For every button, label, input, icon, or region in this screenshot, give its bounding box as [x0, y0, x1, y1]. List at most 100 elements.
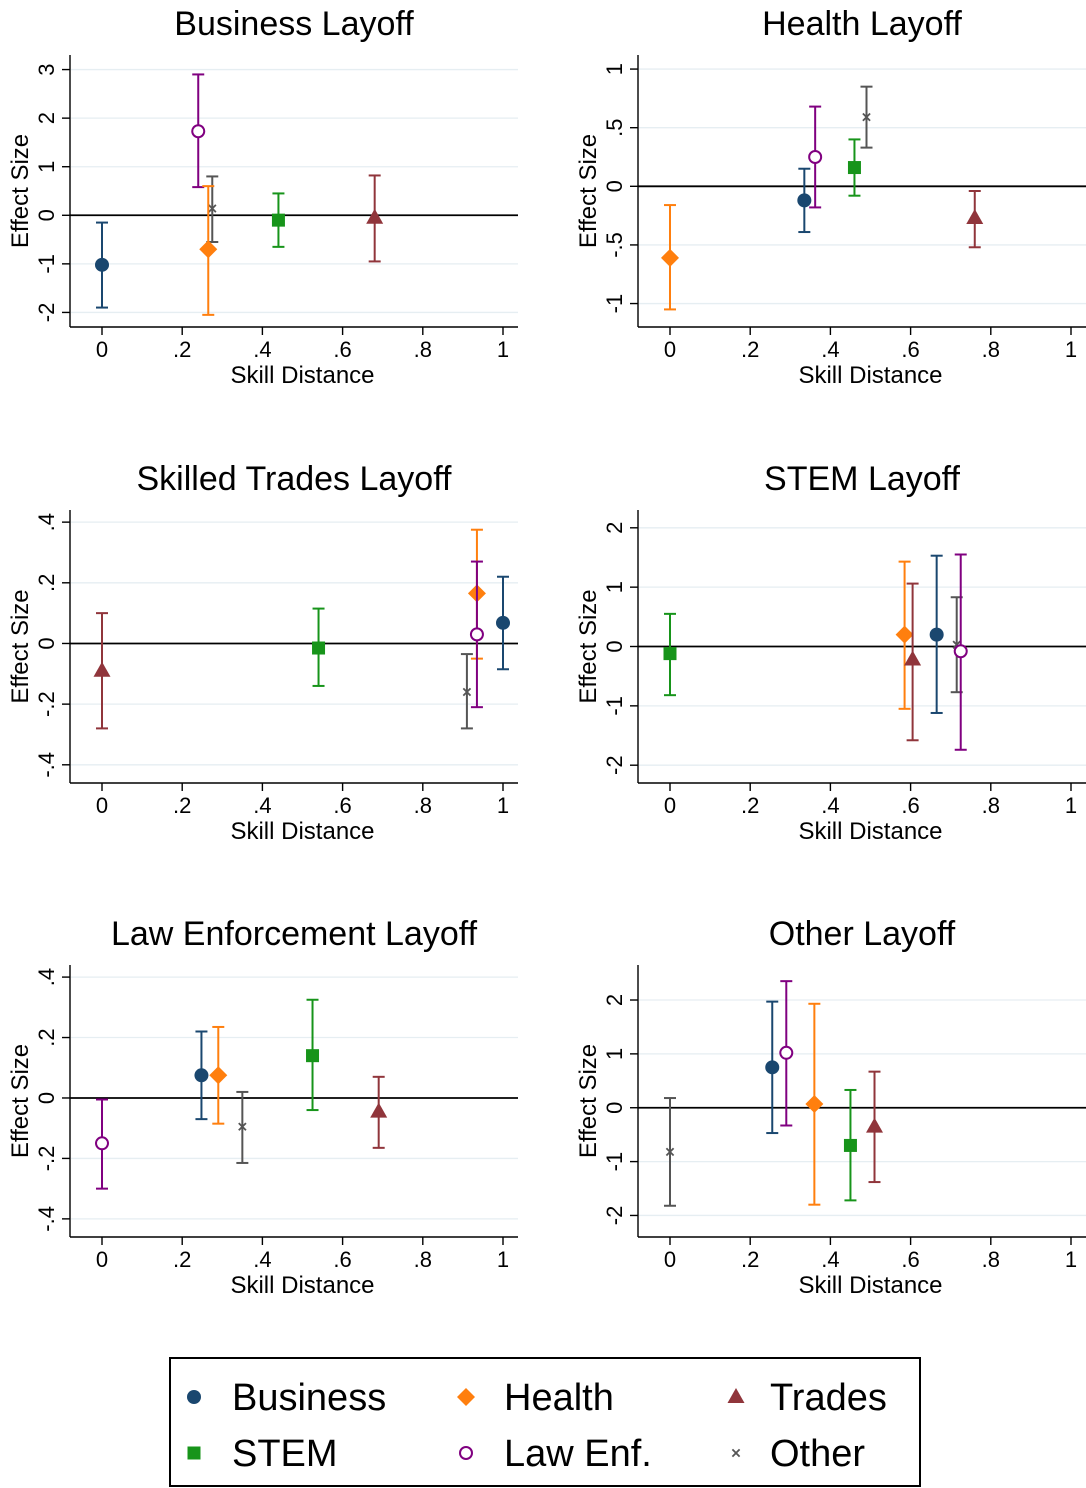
x-tick-label: .2 — [173, 1247, 191, 1272]
marker-stem — [843, 1138, 857, 1152]
chart-skilled-trades-layoff: -.4 -.2 0 .2 .4 0 .2 .4 .6 .8 1 Skilled Trades Layo… — [7, 460, 518, 845]
x-tick-label: 1 — [497, 1247, 509, 1272]
y-tick-label: 0 — [34, 1092, 59, 1104]
legend-label: Business — [232, 1377, 386, 1419]
marker-law-enf — [808, 150, 823, 164]
y-tick-label: -1 — [602, 294, 627, 314]
x-tick-label: .4 — [821, 337, 839, 362]
x-tick-label: .8 — [414, 337, 432, 362]
chart-title: Health Layoff — [762, 5, 962, 43]
x-axis-label: Skill Distance — [798, 362, 942, 389]
x-tick-label: .8 — [414, 1247, 432, 1272]
marker-other — [238, 1122, 247, 1131]
marker-law-enf — [469, 627, 484, 642]
y-tick-label: .2 — [34, 574, 59, 592]
y-tick-label: 1 — [602, 63, 627, 75]
x-tick-label: .6 — [333, 337, 351, 362]
y-tick-label: -.5 — [602, 232, 627, 258]
marker-other — [208, 204, 217, 213]
legend: Business Health Trades STEM Law Enf. Other — [169, 1357, 921, 1487]
marker-business — [797, 193, 812, 208]
point-other — [460, 653, 473, 730]
x-tick-label: .2 — [173, 337, 191, 362]
marker-trades — [866, 1117, 884, 1133]
legend-marker-law-enf — [459, 1446, 473, 1460]
point-health — [209, 1025, 228, 1125]
point-health — [199, 185, 218, 316]
point-law-enf — [779, 980, 794, 1127]
marker-stem — [306, 1049, 320, 1063]
y-tick-label: 0 — [602, 640, 627, 652]
legend-item-trades: Trades — [727, 1377, 887, 1419]
legend-item-business: Business — [187, 1377, 386, 1419]
marker-trades — [966, 208, 984, 224]
y-tick-label: -.2 — [34, 1146, 59, 1172]
y-axis-label: Effect Size — [7, 134, 34, 248]
marker-health — [661, 248, 679, 267]
point-stem — [847, 138, 861, 197]
point-law-enf — [808, 105, 823, 209]
y-tick-label: .2 — [34, 1028, 59, 1046]
marker-law-enf — [95, 1136, 109, 1151]
x-tick-label: .2 — [741, 793, 759, 818]
point-health — [805, 1002, 824, 1206]
y-tick-label: 0 — [34, 637, 59, 649]
x-axis-label: Skill Distance — [230, 818, 374, 845]
chart-title: Other Layoff — [769, 915, 956, 953]
x-tick-label: 1 — [1065, 337, 1077, 362]
marker-business — [194, 1068, 209, 1083]
point-health — [661, 204, 679, 311]
chart-title: Business Layoff — [174, 5, 414, 43]
x-tick-label: 1 — [1065, 793, 1077, 818]
marker-health — [805, 1094, 824, 1113]
x-tick-label: 0 — [96, 1247, 108, 1272]
legend-marker-health — [457, 1388, 475, 1406]
y-tick-label: -1 — [34, 254, 59, 274]
y-tick-label: .4 — [34, 968, 59, 986]
x-tick-label: .4 — [253, 1247, 271, 1272]
x-tick-label: 0 — [96, 337, 108, 362]
point-business — [797, 167, 812, 234]
point-business — [765, 1000, 780, 1135]
point-business — [929, 554, 944, 714]
x-tick-label: .6 — [333, 793, 351, 818]
y-tick-label: -2 — [602, 755, 627, 775]
point-law-enf — [469, 560, 484, 709]
marker-stem — [663, 647, 677, 661]
point-health — [895, 560, 914, 710]
point-trades — [966, 190, 984, 249]
chart-title: STEM Layoff — [764, 460, 960, 498]
point-trades — [93, 612, 111, 730]
x-tick-label: .6 — [901, 337, 919, 362]
x-tick-label: .8 — [982, 337, 1000, 362]
legend-label: Trades — [770, 1377, 887, 1419]
marker-trades — [904, 650, 922, 666]
point-stem — [843, 1088, 857, 1202]
chart-title: Law Enforcement Layoff — [111, 915, 478, 953]
x-tick-label: 1 — [497, 337, 509, 362]
y-tick-label: 0 — [34, 209, 59, 221]
y-tick-label: 3 — [34, 63, 59, 75]
chart-other-layoff: -2 -1 0 1 2 0 .2 .4 .6 .8 1 Other Layoff Skill Dista… — [575, 915, 1086, 1299]
y-tick-label: 0 — [602, 1102, 627, 1114]
point-stem — [271, 192, 285, 248]
point-business — [496, 575, 510, 671]
point-law-enf — [95, 1098, 109, 1190]
x-tick-label: .8 — [982, 1247, 1000, 1272]
legend-item-stem: STEM — [187, 1433, 338, 1475]
x-tick-label: .4 — [821, 793, 839, 818]
chart-law-enforcement-layoff: -.4 -.2 0 .2 .4 0 .2 .4 .6 .8 1 Law Enforcement Lay… — [7, 915, 518, 1299]
legend-label: STEM — [232, 1433, 338, 1475]
y-tick-label: 2 — [602, 522, 627, 534]
marker-law-enf — [191, 124, 206, 139]
marker-stem — [271, 213, 285, 227]
y-tick-label: .5 — [602, 119, 627, 137]
legend-label: Other — [770, 1433, 865, 1475]
x-tick-label: .8 — [414, 793, 432, 818]
point-trades — [370, 1075, 388, 1149]
y-tick-label: 0 — [602, 180, 627, 192]
marker-law-enf — [953, 644, 968, 659]
y-tick-label: -.4 — [34, 1206, 59, 1232]
point-trades — [904, 582, 922, 742]
